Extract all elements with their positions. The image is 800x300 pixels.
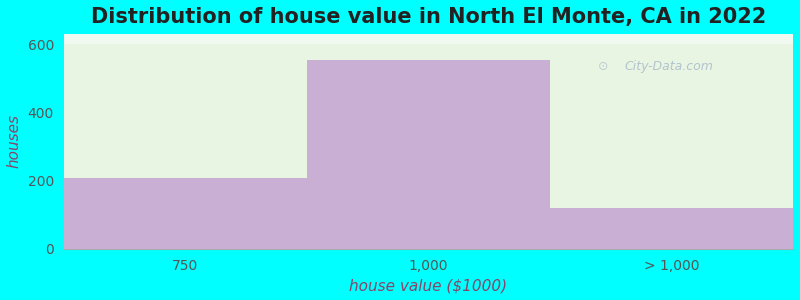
X-axis label: house value ($1000): house value ($1000) — [350, 278, 507, 293]
Bar — [63, 178, 306, 249]
Y-axis label: houses: houses — [7, 114, 22, 168]
Title: Distribution of house value in North El Monte, CA in 2022: Distribution of house value in North El … — [90, 7, 766, 27]
Text: ⊙: ⊙ — [598, 60, 609, 73]
Bar — [306, 60, 550, 249]
Bar — [63, 44, 306, 249]
Bar — [550, 44, 793, 249]
Bar — [306, 44, 550, 249]
Bar — [550, 208, 793, 249]
Text: City-Data.com: City-Data.com — [625, 60, 714, 73]
